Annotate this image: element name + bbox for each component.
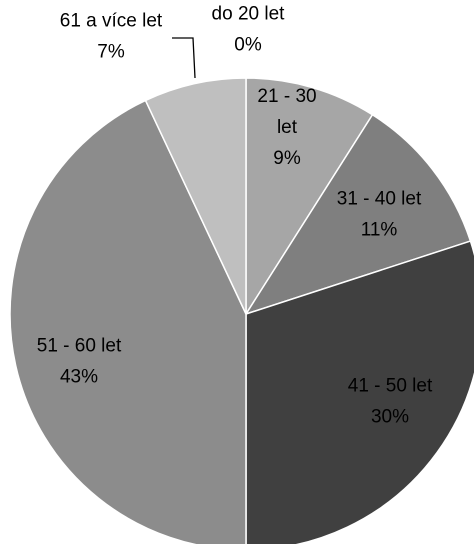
pie-label-category: 31 - 40 let	[337, 189, 422, 210]
pie-slices	[10, 78, 474, 544]
pie-label-percent: 7%	[97, 42, 125, 63]
pie-label-percent: 11%	[361, 220, 398, 241]
pie-label-percent: 30%	[371, 407, 409, 428]
pie-label-category: 41 - 50 let	[348, 376, 433, 397]
pie-label-61-a-vice-let: 61 a více let 7%	[60, 11, 163, 63]
pie-label-category: 61 a více let	[60, 11, 163, 32]
pie-label-do-20-let: do 20 let 0%	[212, 4, 286, 56]
pie-label-category: let	[277, 117, 298, 138]
pie-label-percent: 0%	[234, 35, 262, 56]
pie-label-category: do 20 let	[212, 4, 286, 25]
pie-label-percent: 43%	[60, 367, 98, 388]
pie-label-percent: 9%	[273, 148, 301, 169]
leader-line-61-a-vice-let	[172, 38, 195, 78]
pie-leader-lines	[172, 38, 195, 78]
pie-label-category: 51 - 60 let	[37, 336, 122, 357]
pie-label-category: 21 - 30	[257, 86, 316, 107]
